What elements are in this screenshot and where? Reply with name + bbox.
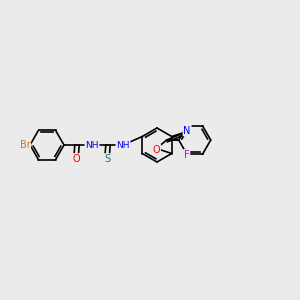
Text: N: N <box>183 125 191 136</box>
Text: O: O <box>153 145 160 154</box>
Text: O: O <box>72 154 80 164</box>
Text: NH: NH <box>116 140 130 149</box>
Text: F: F <box>184 150 190 160</box>
Text: NH: NH <box>85 140 99 149</box>
Text: Br: Br <box>20 140 30 150</box>
Text: S: S <box>104 154 110 164</box>
